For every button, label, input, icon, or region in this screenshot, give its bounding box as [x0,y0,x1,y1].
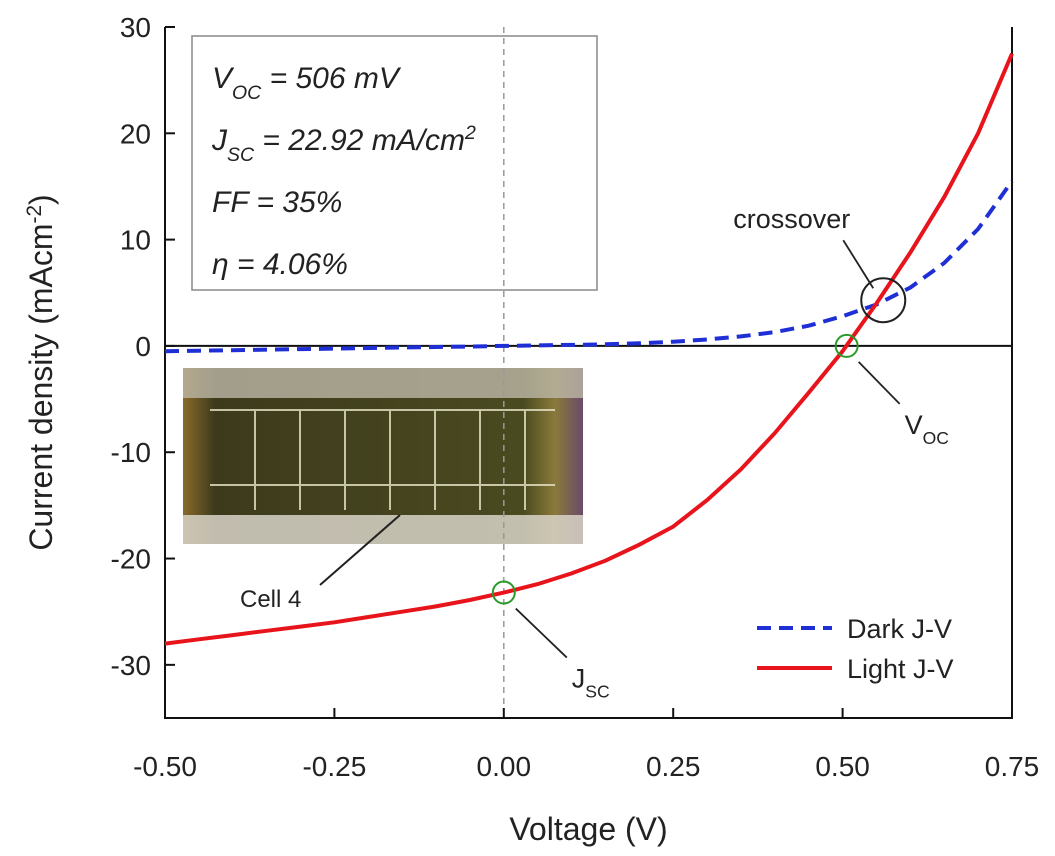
point-marker [860,277,907,324]
point-marker [834,333,859,358]
legend-label: Dark J-V [847,614,952,644]
legend-label: Light J-V [847,654,954,684]
inset-photo [183,368,583,544]
info-line: FF = 35% [212,186,342,219]
x-tick-label: 0.00 [477,751,532,782]
axis-frame [164,27,1013,719]
y-tick-label: 10 [120,225,151,256]
y-tick-label: -20 [111,544,151,575]
x-tick-label: -0.25 [302,751,366,782]
text-run: η = 4.06% [212,248,348,281]
y-tick-label: 30 [120,12,151,43]
x-tick-label: 0.50 [815,751,870,782]
text-run: V [212,62,235,95]
text-run: OC [232,82,262,104]
annotation: JSC [572,664,610,702]
text-run: -2 [23,205,46,224]
text-run: OC [923,428,949,448]
annotation-arrow [858,361,901,405]
text-run: Current density (mAcm [23,223,59,550]
y-axis-title: Current density (mAcm-2) [23,194,60,550]
text-run: SC [585,682,609,702]
text-run: = 506 mV [261,62,402,95]
annotation: VOC [905,410,949,448]
x-tick-label: -0.50 [133,751,197,782]
point-marker [491,580,516,605]
x-tick-label: 0.75 [985,751,1040,782]
text-run: crossover [733,204,850,234]
y-tick-label: 20 [120,118,151,149]
annotation-arrow [842,239,875,289]
info-line: η = 4.06% [212,248,348,281]
text-run: FF = 35% [212,186,342,219]
inset-label: Cell 4 [240,586,301,613]
text-run: V [905,410,923,440]
info-line: JSC = 22.92 mA/cm2 [211,122,476,166]
series-line [164,52,1014,646]
text-run: ) [23,194,59,205]
info-line: VOC = 506 mV [212,62,402,104]
annotation-arrow [515,607,568,659]
info-box [191,35,598,291]
series-line [164,179,1014,354]
inset-arrow [319,514,401,586]
annotation: crossover [733,204,850,234]
text-run: J [211,124,228,157]
y-tick-label: -30 [111,650,151,681]
text-run: 2 [464,122,476,144]
text-run: = 22.92 mA/cm [254,124,465,157]
y-tick-label: 0 [135,331,151,362]
text-run: SC [227,144,255,166]
x-tick-label: 0.25 [646,751,701,782]
text-run: J [572,664,586,694]
x-axis-title: Voltage (V) [509,811,667,847]
y-tick-label: -10 [111,437,151,468]
